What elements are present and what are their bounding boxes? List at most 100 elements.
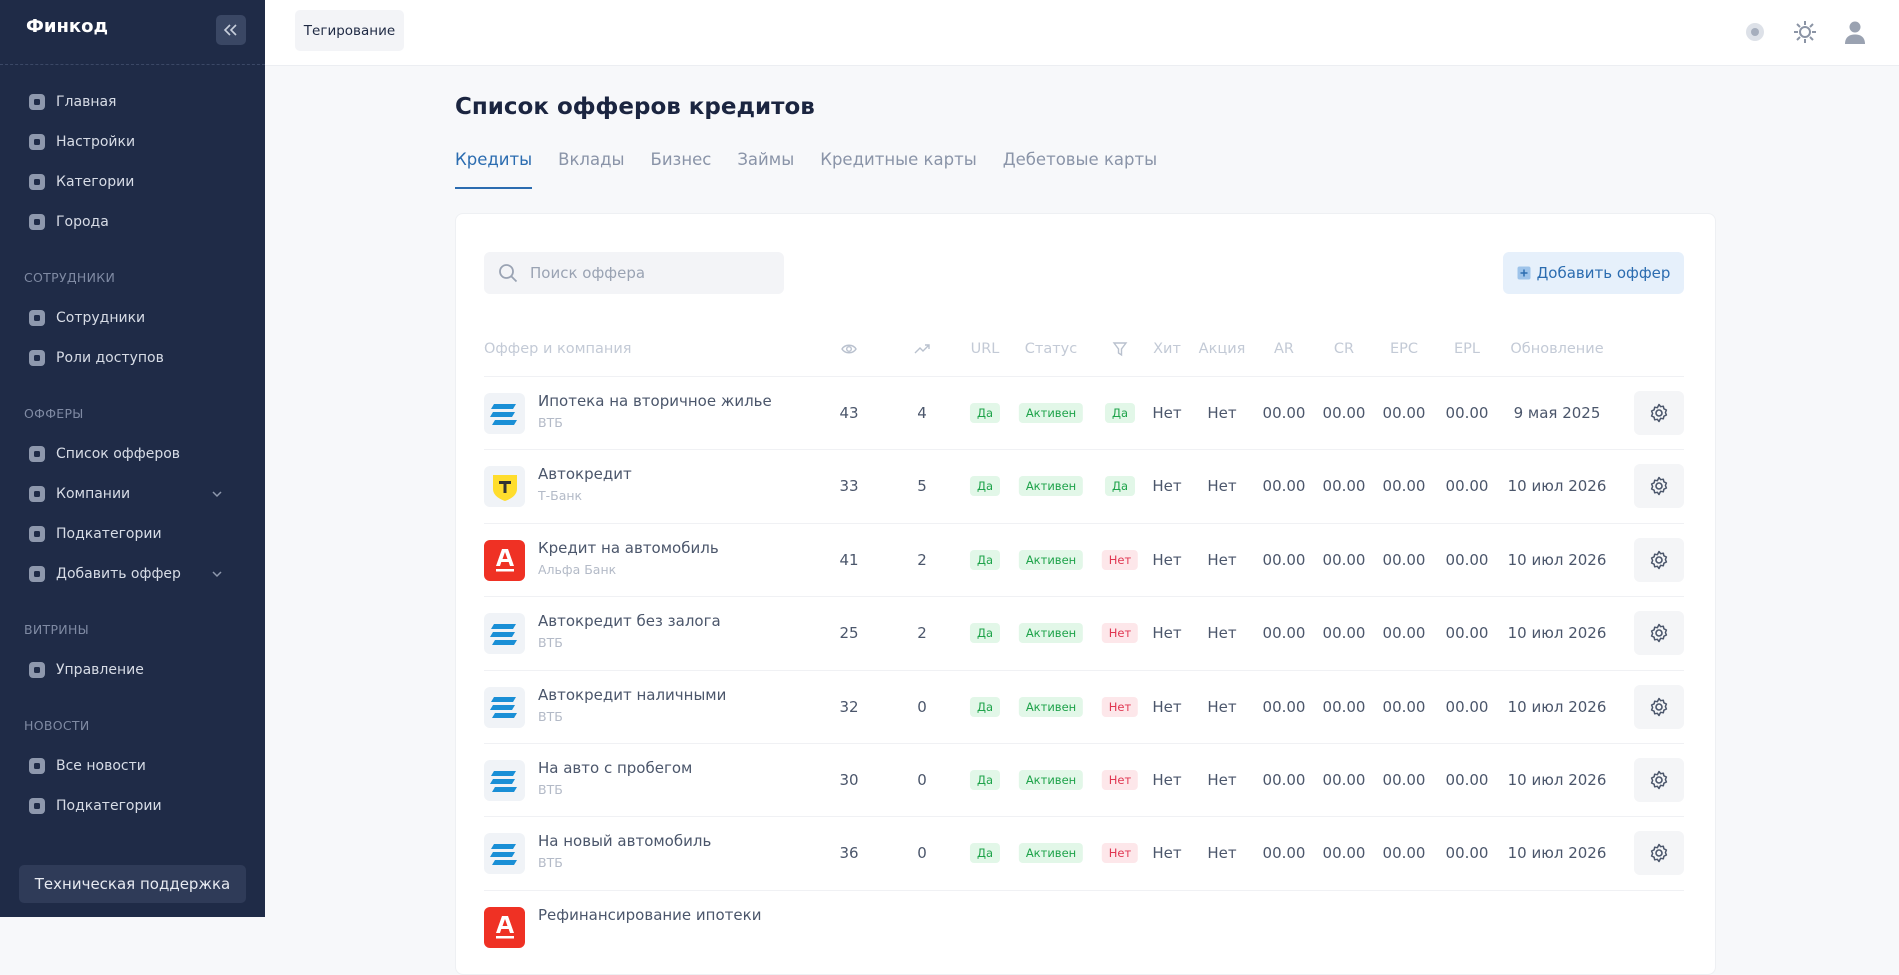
- column-header: EPL: [1454, 341, 1480, 357]
- gear-icon-part: [1650, 770, 1668, 790]
- badge: Да: [969, 549, 1001, 570]
- theme-icon[interactable]: [1792, 19, 1818, 45]
- column-header: Статус: [1024, 341, 1078, 357]
- visibility-icon[interactable]: [1743, 20, 1767, 44]
- nav-item[interactable]: Сотрудники: [0, 298, 265, 338]
- logo-graphic-part: [495, 936, 514, 939]
- tab[interactable]: Дебетовые карты: [1002, 150, 1158, 169]
- nav-item[interactable]: Управление: [0, 650, 265, 690]
- settings-button[interactable]: [1634, 684, 1684, 729]
- offer-company: ВТБ: [538, 782, 563, 797]
- offer-name[interactable]: Автокредит без залога: [538, 612, 721, 631]
- offer-name[interactable]: Автокредит наличными: [538, 685, 727, 704]
- cell-epc: 00.00: [1382, 550, 1426, 569]
- badge: Да: [1104, 476, 1136, 497]
- nav-item[interactable]: Добавить оффер: [0, 554, 265, 594]
- gear-icon: [1650, 403, 1668, 423]
- nav-label: Подкатегории: [56, 526, 162, 542]
- nav-icon: [29, 94, 45, 110]
- column-header: Оффер и компания: [484, 341, 632, 357]
- nav-icon-part: [34, 99, 40, 105]
- offer-name[interactable]: Ипотека на вторичное жилье: [538, 392, 772, 410]
- nav-icon: [29, 526, 45, 542]
- settings-button[interactable]: [1634, 391, 1684, 435]
- logo-graphic-part: [495, 549, 514, 567]
- nav-label: Роли доступов: [56, 350, 164, 366]
- nav-item[interactable]: Города: [0, 202, 265, 242]
- chevron: [212, 571, 222, 578]
- cell-clicks: 0: [917, 771, 927, 789]
- offer-name[interactable]: На авто с пробегом: [538, 759, 693, 777]
- support-button[interactable]: Техническая поддержка: [19, 865, 246, 903]
- cell-cr: 00.00: [1322, 771, 1366, 789]
- gear-icon: [1650, 844, 1668, 863]
- cell-promo: Нет: [1207, 844, 1237, 863]
- tag-button[interactable]: Тегирование: [295, 10, 404, 51]
- tab[interactable]: Кредиты: [455, 150, 533, 189]
- nav-item[interactable]: Все новости: [0, 746, 265, 786]
- logo-graphic: [495, 549, 514, 572]
- row-separator: [484, 522, 1684, 524]
- nav-icon: [29, 798, 45, 814]
- cell-promo: Нет: [1207, 697, 1237, 716]
- offer-name[interactable]: Рефинансирование ипотеки: [538, 905, 762, 924]
- gear-icon: [1650, 623, 1668, 643]
- gear-icon: [1650, 550, 1668, 570]
- tab[interactable]: Займы: [737, 150, 795, 169]
- nav-item[interactable]: Список офферов: [0, 434, 265, 474]
- gear-icon-part: [1655, 776, 1663, 784]
- cell-cr: 00.00: [1322, 697, 1366, 716]
- nav-icon-part: [34, 667, 40, 673]
- nav-item[interactable]: Подкатегории: [0, 514, 265, 554]
- settings-button[interactable]: [1634, 537, 1684, 582]
- cell-ar: 00.00: [1262, 624, 1306, 643]
- nav-item[interactable]: Настройки: [0, 122, 265, 162]
- nav-item[interactable]: Компании: [0, 474, 265, 514]
- nav-icon-part: [34, 451, 40, 457]
- tab[interactable]: Бизнес: [650, 150, 712, 169]
- cell-epl: 00.00: [1445, 477, 1489, 496]
- settings-button[interactable]: [1634, 758, 1684, 802]
- add-offer-label: Добавить оффер: [1536, 264, 1671, 282]
- cell-cr: 00.00: [1322, 477, 1366, 496]
- column-header: EPC: [1389, 341, 1419, 357]
- cell-hit: Нет: [1152, 477, 1182, 496]
- settings-button[interactable]: [1634, 611, 1684, 656]
- logo-graphic-part: [489, 623, 517, 645]
- column-header: AR: [1274, 341, 1294, 357]
- nav-item[interactable]: Главная: [0, 82, 265, 122]
- nav-icon: [29, 566, 45, 582]
- nav-item[interactable]: Подкатегории: [0, 786, 265, 826]
- nav-section-title: СОТРУДНИКИ: [24, 269, 116, 285]
- column-header: Хит: [1153, 341, 1181, 357]
- offer-name[interactable]: На новый автомобиль: [538, 832, 712, 851]
- collapse-icon: [223, 24, 237, 36]
- header-icon: [1112, 342, 1128, 357]
- sidebar: Финкод Главная Настройки Категории Города СО…: [0, 0, 265, 917]
- column-header: CR: [1333, 341, 1355, 357]
- logo-graphic-part: [495, 569, 514, 572]
- nav-item[interactable]: Роли доступов: [0, 338, 265, 378]
- badge: Активен: [1018, 843, 1084, 864]
- nav-label: Сотрудники: [56, 310, 146, 326]
- gear-icon-part: [1655, 482, 1663, 491]
- cell-promo: Нет: [1207, 477, 1237, 496]
- add-offer-button[interactable]: Добавить оффер: [1503, 252, 1684, 294]
- cell-hit: Нет: [1152, 771, 1182, 789]
- nav: Главная Настройки Категории Города СОТРУДНИК…: [0, 82, 265, 826]
- cell-hit: Нет: [1152, 550, 1182, 569]
- nav-item[interactable]: Категории: [0, 162, 265, 202]
- cell-hit: Нет: [1152, 697, 1182, 716]
- search-placeholder: Поиск оффера: [530, 264, 646, 282]
- offer-name[interactable]: Автокредит: [538, 465, 632, 484]
- settings-button[interactable]: [1634, 464, 1684, 509]
- search-input[interactable]: Поиск оффера: [484, 252, 784, 294]
- chevron-part: [212, 571, 222, 578]
- offer-name[interactable]: Кредит на автомобиль: [538, 538, 719, 557]
- settings-button[interactable]: [1634, 831, 1684, 876]
- tab[interactable]: Кредитные карты: [820, 150, 977, 169]
- collapse-button[interactable]: [216, 15, 246, 45]
- user-icon[interactable]: [1843, 19, 1867, 45]
- cell-updated: 10 июл 2026: [1507, 771, 1607, 789]
- tab[interactable]: Вклады: [558, 150, 625, 169]
